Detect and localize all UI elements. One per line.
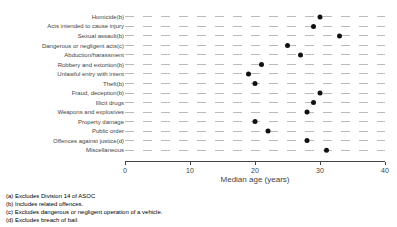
svg-text:Public order: Public order	[92, 128, 124, 134]
svg-text:Median age (years): Median age (years)	[221, 175, 290, 184]
svg-text:Fraud, deception(b): Fraud, deception(b)	[72, 90, 124, 96]
svg-text:Sexual assault(b): Sexual assault(b)	[78, 33, 124, 39]
svg-text:Property damage: Property damage	[78, 119, 125, 125]
svg-text:Miscellaneous: Miscellaneous	[86, 147, 124, 153]
svg-text:Weapons and explosives: Weapons and explosives	[57, 109, 124, 115]
svg-text:Dangerous or negligent acts(c): Dangerous or negligent acts(c)	[42, 43, 124, 49]
svg-text:Theft(b): Theft(b)	[103, 81, 124, 87]
svg-text:Abduction/harassment: Abduction/harassment	[64, 52, 124, 58]
svg-text:Illicit drugs: Illicit drugs	[96, 100, 124, 106]
svg-text:0: 0	[123, 167, 127, 174]
svg-text:(c) Excludes dangerous or negl: (c) Excludes dangerous or negligent oper…	[6, 209, 163, 215]
svg-text:(d) Excludes breach of bail.: (d) Excludes breach of bail.	[6, 217, 79, 223]
svg-text:40: 40	[381, 167, 389, 174]
svg-text:(b) Includes related offences.: (b) Includes related offences.	[6, 201, 84, 207]
svg-text:Offences against justice(d): Offences against justice(d)	[53, 138, 124, 144]
svg-text:Unlawful entry with intent: Unlawful entry with intent	[57, 71, 124, 77]
svg-text:30: 30	[316, 167, 324, 174]
svg-text:(a) Excludes Division 14 of AS: (a) Excludes Division 14 of ASOC	[6, 193, 96, 199]
svg-text:20: 20	[251, 167, 259, 174]
svg-text:10: 10	[186, 167, 194, 174]
svg-text:Homicide(b): Homicide(b)	[92, 14, 124, 20]
svg-text:Robbery and extortion(b): Robbery and extortion(b)	[58, 62, 124, 68]
svg-text:Acts intended to cause injury: Acts intended to cause injury	[47, 23, 124, 29]
